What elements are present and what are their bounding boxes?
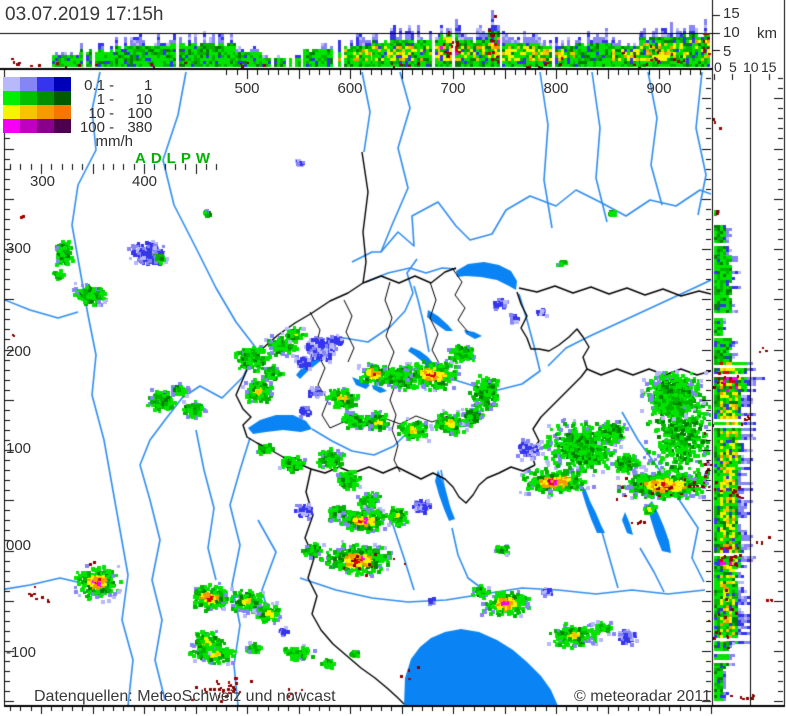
x-axis-label: 700 xyxy=(440,80,466,97)
right-km-tick-label: 0 xyxy=(714,59,722,75)
data-source-note: Datenquellen: MeteoSchweiz und nowcast xyxy=(34,688,336,705)
km-tick-label: 5 xyxy=(723,43,732,60)
legend-color-swatch xyxy=(37,119,54,133)
x-axis-label-inset: 400 xyxy=(132,173,158,190)
x-axis-label: 600 xyxy=(337,80,363,97)
x-axis-label: 900 xyxy=(646,80,672,97)
legend-row: 0.1 - 1 xyxy=(3,77,153,94)
legend-row: 10 - 100 xyxy=(3,105,153,122)
x-axis-label: 500 xyxy=(234,80,260,97)
legend-color-swatch xyxy=(54,91,71,105)
legend-color-swatch xyxy=(3,77,20,91)
right-km-tick-label: 10 xyxy=(743,59,759,75)
legend-color-swatch xyxy=(3,105,20,119)
y-axis-label: 200 xyxy=(6,343,32,360)
right-km-tick-label: 5 xyxy=(729,59,737,75)
km-tick-label: 10 xyxy=(723,24,740,41)
legend-color-swatch xyxy=(20,91,37,105)
legend-color-swatch xyxy=(54,105,71,119)
legend-color-swatch xyxy=(54,119,71,133)
legend-range-label: 100 - 380 xyxy=(79,119,153,136)
legend-color-swatch xyxy=(20,119,37,133)
x-axis-label-inset: 300 xyxy=(30,173,56,190)
y-axis-label: 100 xyxy=(6,440,32,457)
legend-row: 100 - 380 xyxy=(3,119,153,136)
km-tick-label: 15 xyxy=(723,5,740,22)
legend-color-swatch xyxy=(20,77,37,91)
copyright-note: © meteoradar 2011 xyxy=(574,688,711,705)
legend-range-label: 1 - 10 xyxy=(96,91,153,108)
km-axis-unit: km xyxy=(757,25,777,42)
right-km-tick-label: 15 xyxy=(761,59,777,75)
legend-color-swatch xyxy=(37,91,54,105)
x-axis-label: 800 xyxy=(543,80,569,97)
legend-color-swatch xyxy=(37,105,54,119)
y-axis-label: 000 xyxy=(6,537,32,554)
legend-range-label: 10 - 100 xyxy=(88,105,153,122)
legend-range-label: 0.1 - 1 xyxy=(84,77,153,94)
legend-row: 1 - 10 xyxy=(3,91,153,108)
legend-color-swatch xyxy=(3,91,20,105)
legend-color-swatch xyxy=(54,77,71,91)
legend-color-swatch xyxy=(3,119,20,133)
timestamp: 03.07.2019 17:15h xyxy=(5,4,164,25)
watermark-adlpw: ADLPW xyxy=(135,150,215,167)
legend-unit: mm/h xyxy=(95,133,134,150)
legend-color-swatch xyxy=(20,105,37,119)
y-axis-label: 300 xyxy=(6,240,32,257)
legend-color-swatch xyxy=(37,77,54,91)
y-axis-label: -100 xyxy=(6,644,37,661)
